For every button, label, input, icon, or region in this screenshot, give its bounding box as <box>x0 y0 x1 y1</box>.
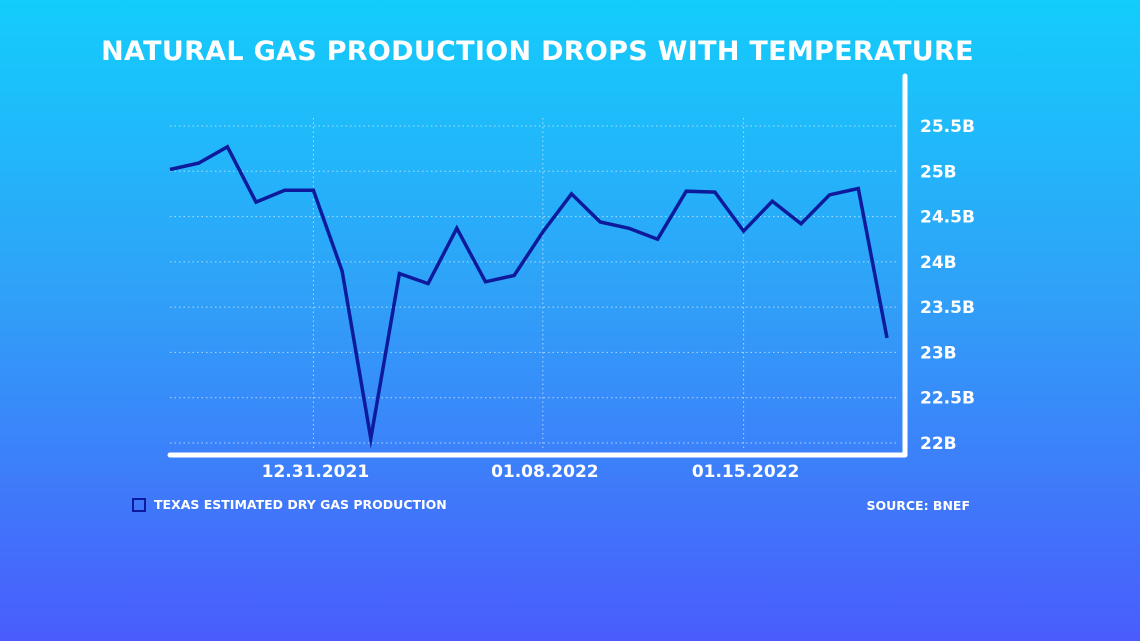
y-tick-label: 25.5B <box>920 117 975 137</box>
source-note: SOURCE: BNEF <box>866 498 970 513</box>
y-tick-label: 22.5B <box>920 389 975 409</box>
y-tick-labels: 22B 22.5B 23B 23.5B 24B 24.5B 25B 25.5B <box>920 117 975 454</box>
y-tick-label: 23.5B <box>920 298 975 318</box>
x-tick-label: 12.31.2021 <box>262 462 370 482</box>
legend-label: TEXAS ESTIMATED DRY GAS PRODUCTION <box>154 497 447 512</box>
chart-title: NATURAL GAS PRODUCTION DROPS WITH TEMPER… <box>101 36 974 67</box>
series-line <box>169 144 889 449</box>
y-tick-label: 24B <box>920 253 957 273</box>
legend-swatch <box>132 497 146 512</box>
legend: TEXAS ESTIMATED DRY GAS PRODUCTION <box>132 497 447 512</box>
x-tick-label: 01.08.2022 <box>491 462 599 482</box>
x-tick-labels: 12.31.2021 01.08.2022 01.15.2022 <box>262 462 800 482</box>
y-tick-label: 23B <box>920 343 957 363</box>
y-tick-label: 25B <box>920 162 957 182</box>
y-tick-label: 22B <box>920 434 957 454</box>
x-tick-label: 01.15.2022 <box>692 462 800 482</box>
y-tick-label: 24.5B <box>920 208 975 228</box>
axes <box>167 73 908 458</box>
gridlines <box>170 118 896 449</box>
series-line-group <box>169 144 889 449</box>
